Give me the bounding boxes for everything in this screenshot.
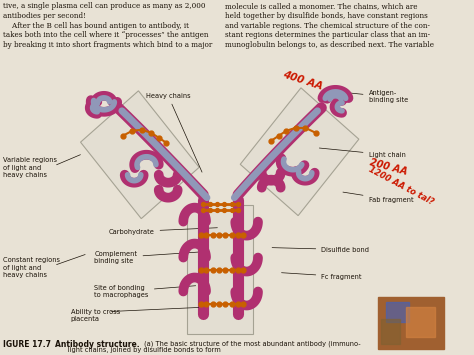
Text: Complement
binding site: Complement binding site <box>94 251 203 264</box>
Text: Fc fragment: Fc fragment <box>282 273 362 279</box>
Point <box>200 201 207 207</box>
Polygon shape <box>81 91 199 219</box>
Point <box>220 201 228 207</box>
Text: Fab fragment: Fab fragment <box>343 192 413 203</box>
Text: Antigen-
binding site: Antigen- binding site <box>341 90 408 103</box>
Text: light chains, joined by disulfide bonds to form: light chains, joined by disulfide bonds … <box>55 348 220 353</box>
Text: Constant regions
of light and
heavy chains: Constant regions of light and heavy chai… <box>3 257 60 278</box>
Text: 400 AA: 400 AA <box>282 70 324 92</box>
Point <box>234 207 242 213</box>
Text: 1200 AA to tal?: 1200 AA to tal? <box>366 165 435 207</box>
Text: Light chain: Light chain <box>319 148 405 158</box>
Point <box>214 207 221 213</box>
Text: tive, a single plasma cell can produce as many as 2,000
antibodies per second!
 : tive, a single plasma cell can produce a… <box>3 2 212 49</box>
Text: Ability to cross
placenta: Ability to cross placenta <box>71 309 120 322</box>
Point <box>228 207 235 213</box>
Point <box>228 201 235 207</box>
Point <box>206 207 214 213</box>
Point <box>234 201 242 207</box>
Text: molecule is called a monomer. The chains, which are
held together by disulfide b: molecule is called a monomer. The chains… <box>225 2 434 49</box>
Point <box>206 201 214 207</box>
Polygon shape <box>187 204 253 334</box>
Bar <box>378 297 444 349</box>
Text: IGURE 17.7: IGURE 17.7 <box>3 340 51 349</box>
Point <box>220 207 228 213</box>
Bar <box>385 302 409 322</box>
Bar <box>381 320 400 344</box>
Point <box>200 207 207 213</box>
Text: 200 AA: 200 AA <box>368 157 409 177</box>
Text: Variable regions
of light and
heavy chains: Variable regions of light and heavy chai… <box>3 157 57 178</box>
Text: Disulfide bond: Disulfide bond <box>272 247 369 252</box>
Text: Antibody structure.: Antibody structure. <box>55 340 139 349</box>
Bar <box>406 307 435 337</box>
Polygon shape <box>240 88 359 215</box>
Text: Site of bonding
to macrophages: Site of bonding to macrophages <box>94 285 196 298</box>
Text: Heavy chains: Heavy chains <box>146 93 202 172</box>
Text: (a) The basic structure of the most abundant antibody (immuno-: (a) The basic structure of the most abun… <box>144 340 360 347</box>
Text: Carbohydrate: Carbohydrate <box>109 228 218 235</box>
Point <box>214 201 221 207</box>
